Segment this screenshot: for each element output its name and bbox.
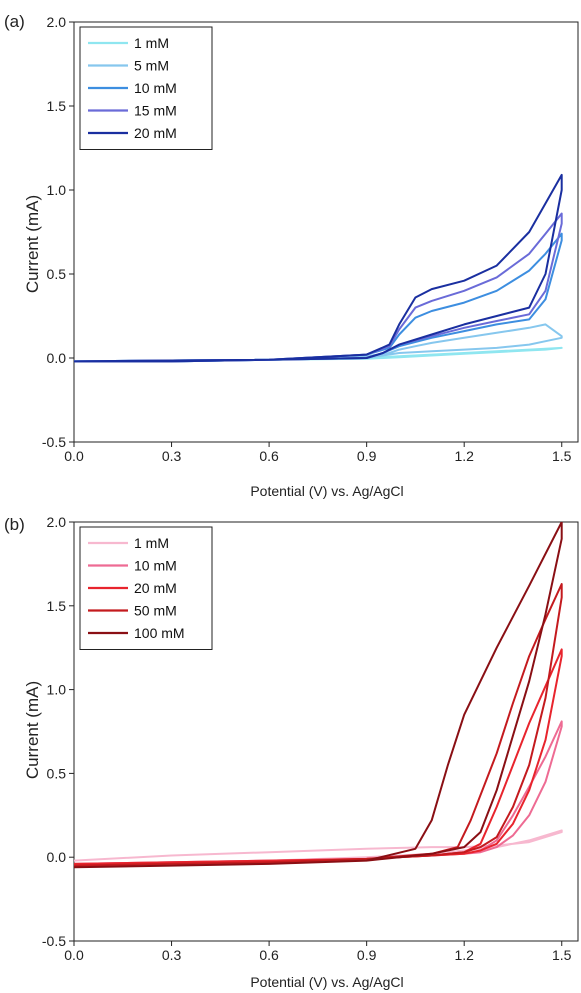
plot-area-a: 0.0 0.3 0.6 0.9 1.2 1.5-0.50.00.51.01.52.01 m… <box>42 14 579 464</box>
chart-panel-a: (a) Current (mA) Potential (V) vs. Ag/Ag… <box>4 12 579 499</box>
y-tick-label: 1.0 <box>47 182 67 198</box>
x-tick-label: 1.2 <box>454 448 474 464</box>
series-line-15-mm <box>74 212 563 363</box>
legend-label: 100 mM <box>134 625 185 641</box>
y-axis-title-a: Current (mA) <box>23 195 42 293</box>
legend: 1 mM 5 mM 10 mM 15 mM 20 mM <box>79 26 213 150</box>
legend-label: 5 mM <box>134 58 169 74</box>
legend-label: 50 mM <box>134 603 177 619</box>
y-tick-label: 1.5 <box>47 598 67 614</box>
y-tick-label: 1.5 <box>47 98 67 114</box>
series-group <box>74 173 563 363</box>
x-tick-label: 0.6 <box>259 947 279 963</box>
y-tick-label: 2.0 <box>47 514 67 530</box>
x-tick-label: 0.3 <box>162 947 182 963</box>
x-tick-label: 0.9 <box>357 947 377 963</box>
y-tick-label: 0.5 <box>47 266 67 282</box>
y-tick-label: 1.0 <box>47 682 67 698</box>
legend-label: 10 mM <box>134 80 177 96</box>
y-tick-label: 2.0 <box>47 14 67 30</box>
x-axis-title-b: Potential (V) vs. Ag/AgCl <box>250 974 403 990</box>
y-tick-label: 0.0 <box>47 350 67 366</box>
series-line-20-mm <box>74 648 563 865</box>
plot-area-b: 0.0 0.3 0.6 0.9 1.2 1.5-0.50.00.51.01.52.01 m… <box>42 514 579 963</box>
x-tick-label: 0.6 <box>259 448 279 464</box>
plot-frame <box>73 21 579 443</box>
plot-frame <box>73 521 579 942</box>
series-line-1-mm <box>74 346 563 363</box>
legend-label: 10 mM <box>134 558 177 574</box>
x-axis-title-a: Potential (V) vs. Ag/AgCl <box>250 483 403 499</box>
series-line-10-mm <box>74 232 563 363</box>
series-line-20-mm <box>74 173 563 363</box>
x-tick-label: 1.5 <box>552 947 572 963</box>
legend-label: 15 mM <box>134 103 177 119</box>
legend-label: 20 mM <box>134 125 177 141</box>
y-tick-label: -0.5 <box>42 933 66 949</box>
series-line-1-mm <box>74 829 563 865</box>
panel-label-a: (a) <box>4 12 25 31</box>
series-group <box>74 522 563 869</box>
y-tick-label: 0.5 <box>47 765 67 781</box>
x-tick-label: 1.2 <box>454 947 474 963</box>
legend-label: 1 mM <box>134 35 169 51</box>
x-tick-label: 0.0 <box>64 448 84 464</box>
panel-label-b: (b) <box>4 515 25 534</box>
y-tick-label: 0.0 <box>47 849 67 865</box>
chart-panel-b: (b) Current (mA) Potential (V) vs. Ag/Ag… <box>4 514 579 990</box>
x-tick-label: 0.9 <box>357 448 377 464</box>
series-line-5-mm <box>74 323 563 363</box>
legend-label: 20 mM <box>134 580 177 596</box>
x-tick-label: 0.0 <box>64 947 84 963</box>
x-tick-label: 1.5 <box>552 448 572 464</box>
y-axis-title-b: Current (mA) <box>23 681 42 779</box>
x-tick-label: 0.3 <box>162 448 182 464</box>
y-tick-label: -0.5 <box>42 434 66 450</box>
legend: 1 mM 10 mM 20 mM 50 mM 100 mM <box>79 526 213 650</box>
legend-label: 1 mM <box>134 535 169 551</box>
series-line-100-mm <box>74 522 563 869</box>
